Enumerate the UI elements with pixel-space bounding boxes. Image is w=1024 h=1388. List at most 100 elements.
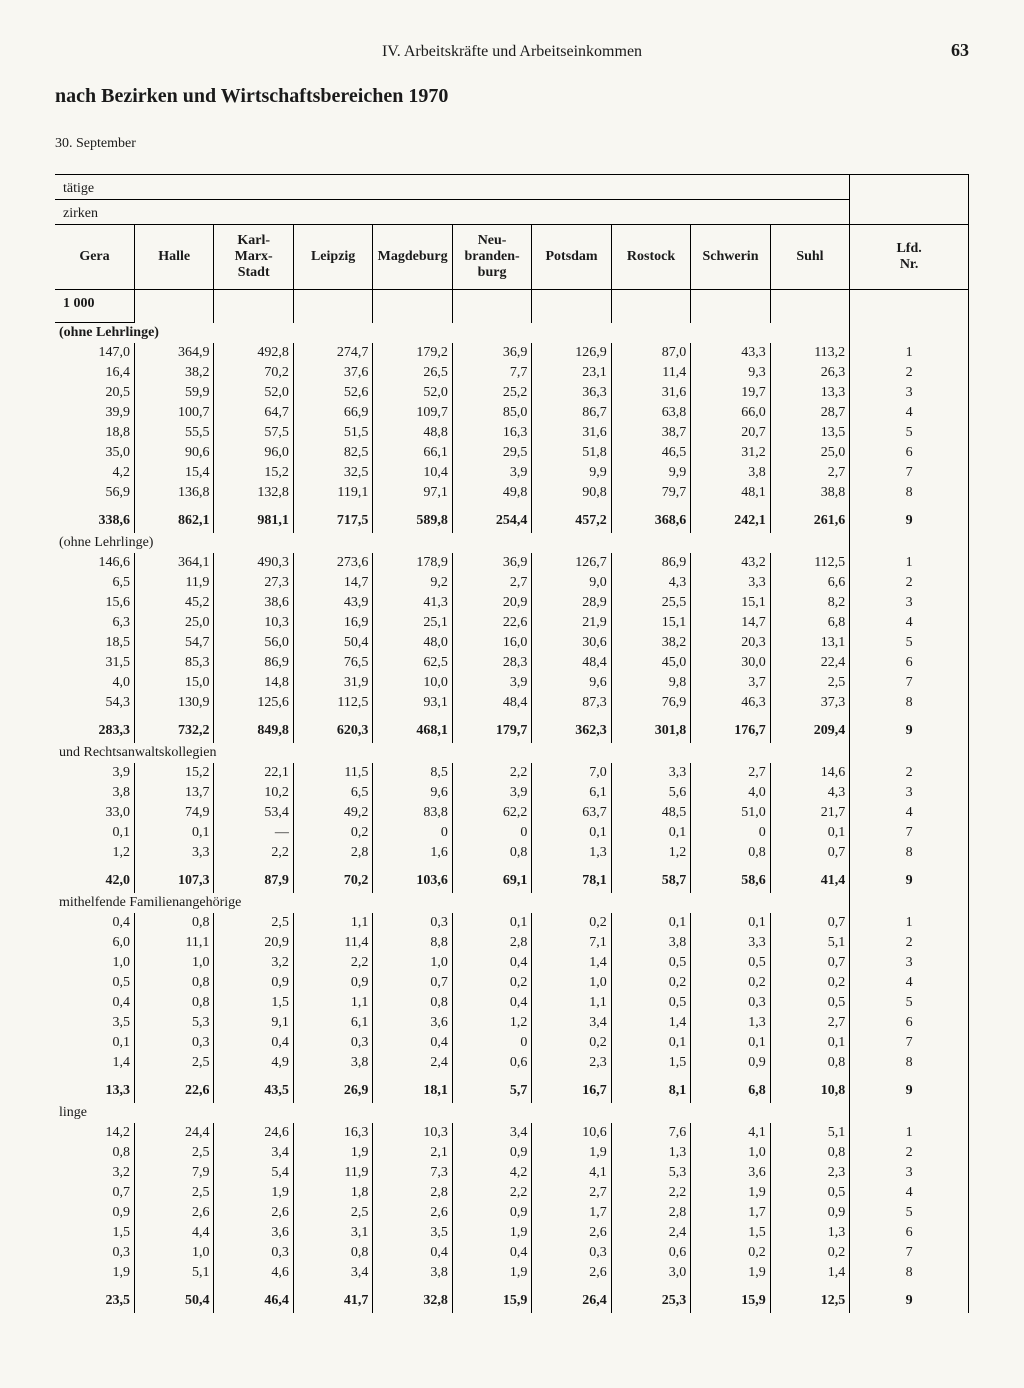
table-cell: 1 (850, 553, 969, 573)
table-cell: 4,2 (452, 1163, 531, 1183)
section-label: linge (55, 1103, 850, 1123)
table-cell: 42,0 (55, 863, 134, 893)
table-total-row: 23,550,446,441,732,815,926,425,315,912,5… (55, 1283, 969, 1313)
table-cell: 0,1 (134, 823, 213, 843)
table-cell: 31,2 (691, 443, 770, 463)
table-cell: 3 (850, 783, 969, 803)
table-cell: 4 (850, 803, 969, 823)
table-cell: 2 (850, 763, 969, 783)
table-cell: 2,2 (452, 1183, 531, 1203)
table-cell: 10,6 (532, 1123, 611, 1143)
table-row: 0,10,1—0,2000,10,100,17 (55, 823, 969, 843)
table-cell: 862,1 (134, 503, 213, 533)
table-cell: 14,8 (214, 673, 293, 693)
table-cell: 9,1 (214, 1013, 293, 1033)
table-cell: 48,4 (452, 693, 531, 713)
table-row: 4,215,415,232,510,43,99,99,93,82,77 (55, 463, 969, 483)
table-row: 0,92,62,62,52,60,91,72,81,70,95 (55, 1203, 969, 1223)
table-cell: 5,1 (134, 1263, 213, 1283)
table-cell: 6,1 (293, 1013, 372, 1033)
table-cell: 4,0 (55, 673, 134, 693)
table-cell: 0,3 (532, 1243, 611, 1263)
table-cell (214, 290, 293, 323)
table-cell: 4 (850, 973, 969, 993)
table-cell: 7 (850, 673, 969, 693)
table-cell: 56,0 (214, 633, 293, 653)
table-cell: 0,4 (214, 1033, 293, 1053)
table-row: 20,559,952,052,652,025,236,331,619,713,3… (55, 383, 969, 403)
table-cell: 3,4 (452, 1123, 531, 1143)
table-cell: 0 (452, 823, 531, 843)
table-cell: 52,0 (373, 383, 452, 403)
table-cell: 0,8 (134, 973, 213, 993)
table-cell: 33,0 (55, 803, 134, 823)
table-cell: 3,6 (373, 1013, 452, 1033)
table-cell: 6 (850, 653, 969, 673)
table-cell: 15,9 (452, 1283, 531, 1313)
table-cell: 14,6 (770, 763, 849, 783)
table-cell: 45,0 (611, 653, 690, 673)
table-cell: 1,9 (55, 1263, 134, 1283)
table-cell: 1,5 (691, 1223, 770, 1243)
overhead-label: zirken (55, 200, 850, 225)
table-cell: 1,2 (611, 843, 690, 863)
table-cell: 2,8 (452, 933, 531, 953)
table-cell: 3 (850, 593, 969, 613)
table-cell: 283,3 (55, 713, 134, 743)
table-cell: 32,5 (293, 463, 372, 483)
table-cell: 57,5 (214, 423, 293, 443)
table-cell: 1 (850, 1123, 969, 1143)
table-cell: 5,1 (770, 933, 849, 953)
table-cell: 9 (850, 503, 969, 533)
table-cell: 1,9 (293, 1143, 372, 1163)
table-cell: 136,8 (134, 483, 213, 503)
table-cell: 51,5 (293, 423, 372, 443)
table-cell: 0,9 (691, 1053, 770, 1073)
table-cell: 79,7 (611, 483, 690, 503)
table-cell: 0,9 (55, 1203, 134, 1223)
table-cell: 126,9 (532, 343, 611, 363)
section-label: (ohne Lehrlinge) (55, 323, 850, 344)
table-row: 0,50,80,90,90,70,21,00,20,20,24 (55, 973, 969, 993)
table-cell: 273,6 (293, 553, 372, 573)
table-cell: 16,0 (452, 633, 531, 653)
table-cell: 130,9 (134, 693, 213, 713)
table-cell: 16,9 (293, 613, 372, 633)
table-cell: 2,8 (293, 843, 372, 863)
table-cell (532, 290, 611, 323)
table-cell: 1,4 (611, 1013, 690, 1033)
table-cell: 620,3 (293, 713, 372, 743)
table-row: 0,10,30,40,30,400,20,10,10,17 (55, 1033, 969, 1053)
table-cell: 4,6 (214, 1263, 293, 1283)
table-cell: 45,2 (134, 593, 213, 613)
table-cell: 14,7 (691, 613, 770, 633)
table-cell: 1,5 (611, 1053, 690, 1073)
table-cell: 4 (850, 613, 969, 633)
table-cell: 86,9 (214, 653, 293, 673)
page-subtitle: 30. September (55, 136, 969, 152)
table-row: 3,55,39,16,13,61,23,41,41,32,76 (55, 1013, 969, 1033)
table-cell: 1,1 (293, 993, 372, 1013)
table-cell: 41,3 (373, 593, 452, 613)
table-cell: 48,1 (691, 483, 770, 503)
table-cell: 1,1 (293, 913, 372, 933)
table-cell: 3,3 (691, 573, 770, 593)
table-cell: 7 (850, 823, 969, 843)
table-cell: 2,8 (611, 1203, 690, 1223)
page-title: nach Bezirken und Wirtschaftsbereichen 1… (55, 85, 969, 108)
table-cell: 368,6 (611, 503, 690, 533)
table-cell: 25,5 (611, 593, 690, 613)
column-header: Schwerin (691, 225, 770, 290)
table-cell: 12,5 (770, 1283, 849, 1313)
table-cell: 83,8 (373, 803, 452, 823)
table-cell: 63,8 (611, 403, 690, 423)
table-row: 0,72,51,91,82,82,22,72,21,90,54 (55, 1183, 969, 1203)
table-cell: 35,0 (55, 443, 134, 463)
table-cell (691, 290, 770, 323)
table-cell: 0,5 (770, 993, 849, 1013)
table-cell: 1,3 (691, 1013, 770, 1033)
table-cell: 87,0 (611, 343, 690, 363)
table-cell: 1,0 (373, 953, 452, 973)
table-cell: 338,6 (55, 503, 134, 533)
table-cell: 8 (850, 843, 969, 863)
